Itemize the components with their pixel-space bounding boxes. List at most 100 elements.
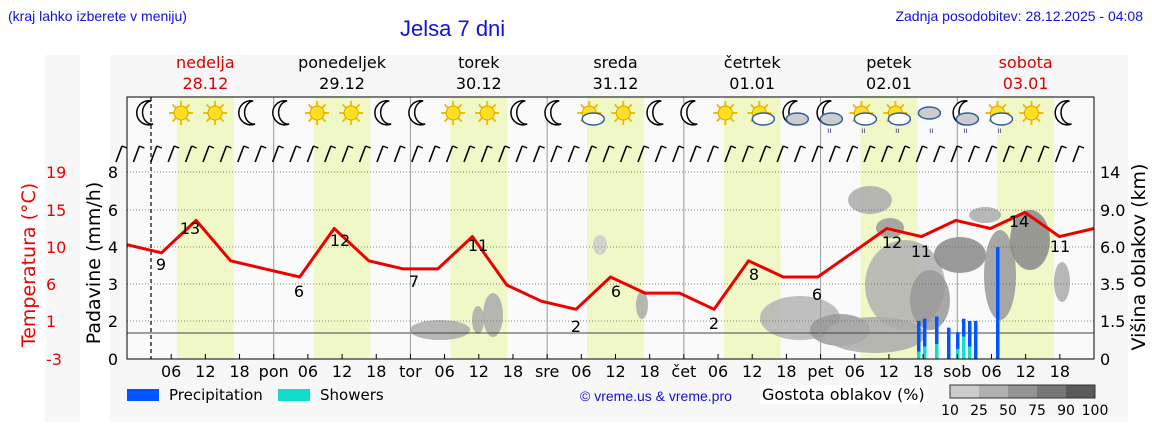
density-tick: 50 xyxy=(999,403,1017,419)
wind-barb xyxy=(1054,145,1063,163)
showers-swatch xyxy=(278,389,310,401)
temp-tick: 6 xyxy=(46,275,56,294)
moon-icon xyxy=(646,100,664,126)
density-tick: 100 xyxy=(1082,403,1109,419)
wind-barb xyxy=(637,145,645,163)
wind-barb xyxy=(498,145,506,163)
wind-barb xyxy=(880,145,889,163)
precip-bar xyxy=(947,327,951,359)
credit-link[interactable]: © vreme.us & vreme.pro xyxy=(580,388,732,404)
sun-cloud-icon xyxy=(577,101,605,126)
cloud-height-tick: 9.0 xyxy=(1100,201,1125,220)
x-tick: 06 xyxy=(981,362,1001,381)
day-date: 03.01 xyxy=(1003,74,1049,93)
wind-barb xyxy=(759,145,767,163)
day-date: 30.12 xyxy=(456,74,502,93)
wind-barb xyxy=(202,145,210,163)
temp-tick: 15 xyxy=(46,201,66,220)
legend-showers: Showers xyxy=(278,386,384,404)
showers-bar xyxy=(917,351,921,359)
cloud-density-blob xyxy=(934,237,986,273)
wind-barb xyxy=(393,145,402,163)
wind-barb xyxy=(411,145,419,163)
temp-tick: 1 xyxy=(46,312,56,331)
moon-cloud-rain-icon: ıı xyxy=(952,100,980,135)
day-name: sobota xyxy=(999,53,1053,72)
wind-barb xyxy=(480,145,489,163)
wind-barb xyxy=(550,145,558,163)
moon-cloud-rain-icon: ıı xyxy=(816,100,844,135)
day-name: nedelja xyxy=(176,53,235,72)
temp-label: 8 xyxy=(749,265,759,284)
wind-barb xyxy=(1002,145,1011,163)
cloud-rain-icon: ıı xyxy=(917,106,942,135)
showers-bar xyxy=(968,346,972,359)
wind-barb xyxy=(793,145,802,163)
cloud-density-title: Gostota oblakov (%) xyxy=(760,385,927,404)
temp-axis-label: Temperatura (°C) xyxy=(18,183,40,348)
precip-bar xyxy=(923,318,927,359)
wind-barb xyxy=(846,145,854,163)
x-tick: 06 xyxy=(845,362,865,381)
x-tick: 18 xyxy=(503,362,523,381)
wind-barb xyxy=(1037,145,1045,163)
cloud-density-blob xyxy=(1054,262,1070,302)
moon-icon xyxy=(272,100,290,126)
temp-label: 9 xyxy=(156,255,166,274)
precip-tick: 4 xyxy=(108,238,118,257)
wind-barb xyxy=(463,145,471,163)
wind-barb xyxy=(933,145,941,163)
legend-precipitation: Precipitation xyxy=(127,386,263,404)
temp-axis-panel xyxy=(45,55,80,422)
wind-barb xyxy=(150,145,158,163)
density-tick: 10 xyxy=(941,403,959,419)
x-tick: pet xyxy=(807,362,833,381)
wind-barb xyxy=(515,145,523,163)
density-swatch xyxy=(950,385,979,398)
last-updated: Zadnja posodobitev: 28.12.2025 - 04:08 xyxy=(895,8,1143,24)
daylight-band xyxy=(587,97,644,359)
svg-text:ıı: ıı xyxy=(861,126,865,135)
weather-icons: ıı ıı ıı ıı ıı ıı xyxy=(136,100,1072,135)
wind-barb xyxy=(132,145,141,163)
x-tick: čet xyxy=(671,362,696,381)
x-tick: 18 xyxy=(913,362,933,381)
svg-text:ıı: ıı xyxy=(827,126,831,135)
moon-icon xyxy=(136,100,154,126)
wind-barb xyxy=(358,145,367,163)
sun-icon xyxy=(611,101,636,125)
cloud-density-blob xyxy=(910,270,950,330)
cloud-height-axis-label: Višina oblakov (km) xyxy=(1128,164,1150,351)
wind-barb xyxy=(219,145,228,163)
cloud-density-blob xyxy=(472,306,484,334)
wind-barb xyxy=(898,145,906,163)
x-tick: 06 xyxy=(571,362,591,381)
day-date: 02.01 xyxy=(866,74,912,93)
cloud-density-blob xyxy=(410,320,470,340)
precip-bar xyxy=(996,247,1000,359)
cloud-height-tick: 3.5 xyxy=(1100,275,1125,294)
wind-barb xyxy=(950,145,958,163)
svg-text:ıı: ıı xyxy=(895,126,899,135)
moon-icon xyxy=(408,100,426,126)
cloud-density-blob xyxy=(848,186,892,214)
temp-tick: 19 xyxy=(46,163,66,182)
x-tick: 18 xyxy=(1050,362,1070,381)
precip-tick: 6 xyxy=(108,201,118,220)
wind-barb xyxy=(967,145,976,163)
cloud-height-tick: 0 xyxy=(1100,350,1110,369)
wind-barbs xyxy=(115,145,1085,163)
sun-icon xyxy=(305,101,330,125)
wind-barb xyxy=(376,145,384,163)
wind-barb xyxy=(341,145,349,163)
temp-label: 13 xyxy=(180,219,200,238)
moon-icon xyxy=(680,100,698,126)
sun-cloud-rain-icon: ıı xyxy=(883,101,912,135)
temp-label: 7 xyxy=(409,272,419,291)
x-tick: 06 xyxy=(298,362,318,381)
precip-axis-label: Padavine (mm/h) xyxy=(83,182,105,345)
wind-barb xyxy=(811,145,819,163)
temp-label: 6 xyxy=(294,282,304,301)
day-labels: nedelja 28.12 ponedeljek 29.12 torek 30.12 sre… xyxy=(176,53,1053,93)
